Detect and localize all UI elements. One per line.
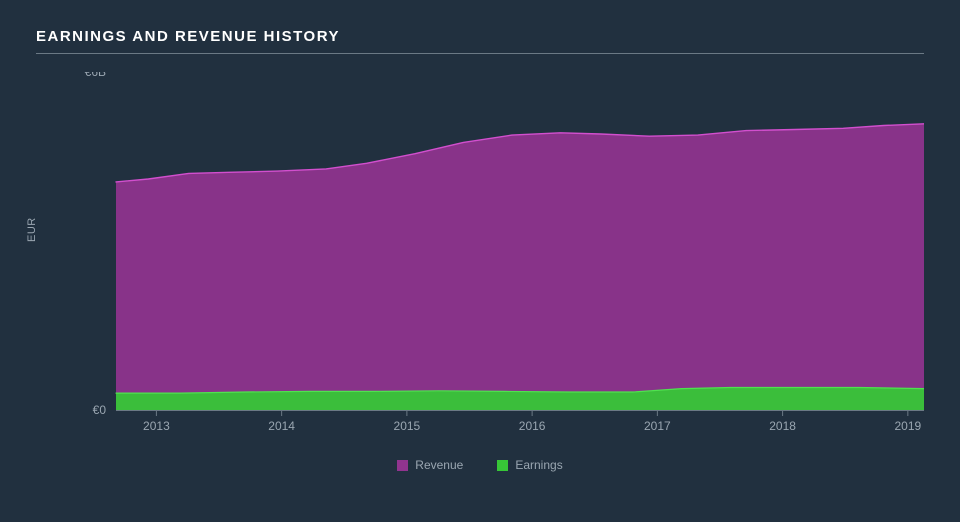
y-tick-label: €6B xyxy=(85,72,106,79)
legend-swatch-earnings xyxy=(497,460,508,471)
title-divider xyxy=(36,53,924,54)
legend-label-revenue: Revenue xyxy=(415,458,463,472)
legend-item-revenue: Revenue xyxy=(397,458,463,472)
area-chart-svg: €0 €6B 2013 2014 2015 2016 2017 2018 2019 xyxy=(36,72,924,442)
legend-item-earnings: Earnings xyxy=(497,458,562,472)
chart-area: EUR €0€6B2013201420152016201720182019 Re… xyxy=(36,72,924,472)
x-tick-label: 2018 xyxy=(769,419,796,433)
legend-swatch-revenue xyxy=(397,460,408,471)
x-tick-label: 2015 xyxy=(394,419,421,433)
chart-card: EARNINGS AND REVENUE HISTORY EUR €0 €6B 20… xyxy=(0,0,960,522)
chart-title: EARNINGS AND REVENUE HISTORY xyxy=(36,28,924,45)
legend-label-earnings: Earnings xyxy=(515,458,562,472)
area-revenue xyxy=(116,124,924,410)
legend: Revenue Earnings xyxy=(36,458,924,472)
y-tick-label: €0 xyxy=(93,403,107,417)
y-axis-label: EUR xyxy=(26,217,38,242)
x-tick-label: 2013 xyxy=(143,419,170,433)
x-tick-label: 2019 xyxy=(894,419,921,433)
x-tick-label: 2014 xyxy=(268,419,295,433)
x-tick-label: 2017 xyxy=(644,419,671,433)
x-tick-label: 2016 xyxy=(519,419,546,433)
